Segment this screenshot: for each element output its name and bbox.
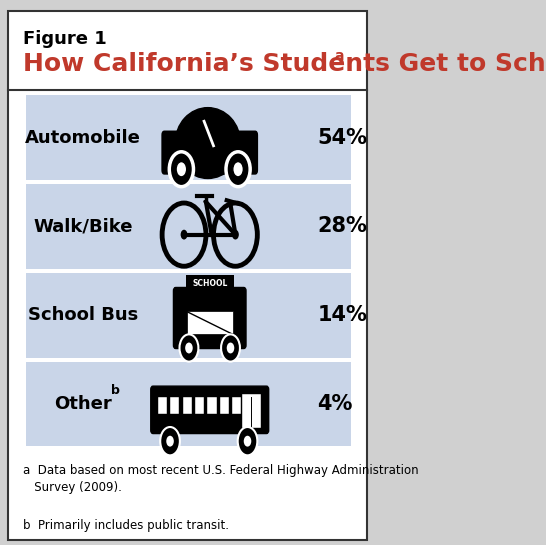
Text: Automobile: Automobile (25, 129, 141, 147)
FancyBboxPatch shape (170, 397, 179, 414)
Circle shape (244, 436, 251, 447)
Text: 54%: 54% (317, 128, 367, 148)
FancyBboxPatch shape (242, 394, 261, 428)
Circle shape (226, 152, 250, 187)
FancyBboxPatch shape (187, 312, 233, 335)
FancyBboxPatch shape (220, 397, 229, 414)
Circle shape (232, 230, 239, 240)
Text: Other: Other (54, 395, 112, 413)
FancyBboxPatch shape (26, 95, 352, 180)
FancyBboxPatch shape (26, 184, 352, 269)
Ellipse shape (175, 108, 240, 179)
FancyBboxPatch shape (26, 362, 352, 446)
Circle shape (160, 427, 180, 456)
Circle shape (181, 230, 187, 240)
Circle shape (238, 427, 257, 456)
Text: a  Data based on most recent U.S. Federal Highway Administration
   Survey (2009: a Data based on most recent U.S. Federal… (23, 464, 418, 494)
Text: 4%: 4% (317, 394, 353, 414)
FancyBboxPatch shape (186, 275, 234, 291)
Text: 14%: 14% (317, 305, 367, 325)
Text: SCHOOL: SCHOOL (192, 278, 228, 288)
FancyBboxPatch shape (233, 397, 241, 414)
Circle shape (227, 343, 234, 354)
Text: 28%: 28% (317, 216, 367, 237)
FancyBboxPatch shape (207, 397, 217, 414)
Circle shape (176, 162, 187, 177)
FancyBboxPatch shape (8, 11, 366, 540)
Text: Figure 1: Figure 1 (23, 30, 106, 48)
Circle shape (233, 162, 244, 177)
FancyBboxPatch shape (162, 131, 258, 175)
Circle shape (221, 335, 240, 362)
Text: Walk/Bike: Walk/Bike (33, 217, 133, 235)
FancyBboxPatch shape (182, 397, 192, 414)
Text: How California’s Students Get to School: How California’s Students Get to School (23, 52, 546, 76)
FancyBboxPatch shape (158, 397, 167, 414)
Text: a: a (335, 49, 344, 63)
Circle shape (185, 343, 193, 354)
Circle shape (180, 335, 198, 362)
Text: b: b (111, 384, 120, 397)
FancyBboxPatch shape (174, 288, 246, 349)
Text: b  Primarily includes public transit.: b Primarily includes public transit. (23, 519, 229, 532)
Circle shape (167, 436, 174, 447)
FancyBboxPatch shape (195, 397, 204, 414)
FancyBboxPatch shape (26, 273, 352, 358)
FancyBboxPatch shape (151, 386, 269, 434)
Circle shape (169, 152, 193, 187)
Text: School Bus: School Bus (28, 306, 138, 324)
